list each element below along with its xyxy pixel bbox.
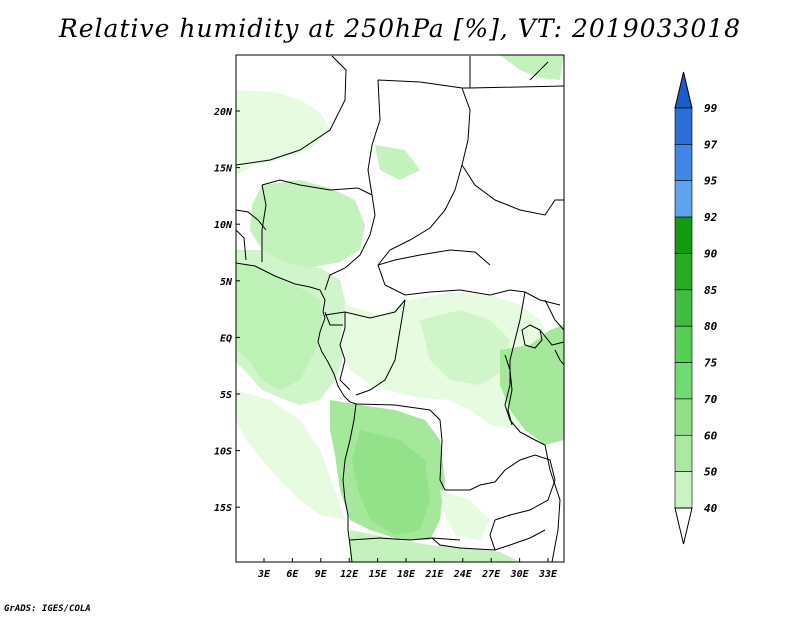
- border-sudan-south: [461, 164, 564, 216]
- colorbar-segment: [674, 107, 693, 145]
- border-libya-chad: [377, 79, 471, 166]
- colorbar-segment: [674, 325, 693, 363]
- colorbar-label: 99: [704, 102, 718, 115]
- border-cameroon-gabon: [324, 299, 406, 319]
- colorbar-label: 92: [704, 211, 718, 224]
- colorbar-label: 60: [704, 429, 718, 442]
- lon-tick-label: 9E: [315, 569, 328, 580]
- colorbar-segment: [674, 434, 693, 472]
- border-south-mozambique: [544, 444, 561, 563]
- colorbar-segment: [674, 471, 693, 509]
- colorbar-label: 90: [704, 247, 718, 260]
- coastline-west-africa: [235, 262, 357, 405]
- colorbar-segment: [674, 289, 693, 327]
- border-nigeria-east: [324, 194, 376, 291]
- lat-tick-label: 10N: [214, 220, 233, 231]
- humidity-region-congo-inner: [420, 310, 510, 385]
- border-congo-gabon: [339, 312, 351, 391]
- lon-tick-label: 3E: [257, 569, 271, 580]
- chart-title: Relative humidity at 250hPa [%], VT: 201…: [58, 14, 742, 43]
- lon-tick-label: 18E: [397, 569, 416, 580]
- border-zambia-south: [489, 519, 496, 551]
- latitude-axis: 20N 15N 10N 5N EQ 5S 10S 15S: [213, 107, 240, 514]
- border-drc-east: [504, 291, 546, 446]
- colorbar: 99 97 95 92 90 85 80 75 70 60 50 40: [674, 71, 718, 545]
- colorbar-label: 80: [704, 320, 718, 333]
- colorbar-segment: [674, 144, 693, 182]
- humidity-region-south: [350, 530, 520, 562]
- lon-tick-label: 33E: [538, 569, 558, 580]
- colorbar-label: 75: [704, 357, 718, 370]
- border-zambia: [494, 454, 556, 521]
- country-borders: [235, 55, 565, 563]
- humidity-region-nigeria: [250, 180, 365, 268]
- colorbar-label: 97: [704, 138, 718, 151]
- lon-tick-label: 12E: [340, 569, 359, 580]
- lon-tick-label: 27E: [481, 569, 501, 580]
- lon-tick-label: 24E: [453, 569, 473, 580]
- border-nigeria-north: [261, 179, 373, 196]
- colorbar-label: 85: [704, 284, 718, 297]
- lat-tick-label: 10S: [214, 447, 232, 458]
- colorbar-top-cap: [674, 71, 693, 109]
- border-chad-west: [367, 79, 381, 196]
- border-sudan: [462, 56, 565, 89]
- lat-tick-label: 5S: [220, 390, 232, 401]
- border-niger-north: [235, 55, 347, 166]
- coastline-southwest: [342, 403, 357, 563]
- border-lake-outline: [504, 354, 513, 426]
- colorbar-bottom-cap: [674, 507, 693, 545]
- border-drc-angola: [355, 403, 496, 491]
- humidity-region-sahel: [375, 145, 420, 180]
- border-congo-drc: [355, 299, 406, 396]
- colorbar-label: 50: [704, 466, 718, 479]
- colorbar-segment: [674, 180, 693, 218]
- border-chad-east: [377, 164, 463, 266]
- lat-tick-label: 20N: [213, 107, 233, 118]
- humidity-region-southwest: [236, 390, 345, 520]
- lon-tick-label: 30E: [510, 569, 530, 580]
- border-north-east: [529, 61, 549, 81]
- humidity-region-southeast: [440, 490, 490, 540]
- humidity-region-east: [500, 325, 564, 445]
- humidity-region-angola-core: [352, 430, 430, 535]
- map-frame: [235, 54, 565, 563]
- border-angola-namibia: [349, 537, 461, 541]
- colorbar-label: 95: [704, 175, 718, 188]
- humidity-shading: [236, 55, 564, 562]
- border-equatorial: [324, 311, 343, 326]
- colorbar-segment: [674, 216, 693, 254]
- longitude-axis: 3E 6E 9E 12E 15E 18E 21E 24E 27E 30E 33E: [257, 558, 558, 580]
- colorbar-label: 40: [704, 502, 718, 515]
- border-east-kenya: [539, 299, 565, 346]
- lon-tick-label: 15E: [369, 569, 388, 580]
- lake-victoria: [521, 324, 543, 349]
- border-car-north: [377, 249, 491, 266]
- border-west-guinea: [235, 209, 267, 261]
- humidity-region-top: [440, 55, 564, 80]
- colorbar-segment: [674, 253, 693, 291]
- lon-tick-label: 6E: [286, 569, 299, 580]
- lat-tick-label: EQ: [220, 333, 232, 344]
- lat-tick-label: 5N: [220, 277, 233, 288]
- colorbar-segment: [674, 362, 693, 400]
- colorbar-segment: [674, 398, 693, 436]
- lat-tick-label: 15S: [214, 503, 232, 514]
- border-nigeria-west: [261, 184, 267, 262]
- lon-tick-label: 21E: [424, 569, 444, 580]
- colorbar-label: 70: [704, 393, 718, 406]
- humidity-region-north: [236, 90, 330, 175]
- coastline-east-africa: [554, 349, 565, 366]
- humidity-region-west-africa-outer: [236, 250, 345, 405]
- footer-credit: GrADS: IGES/COLA: [4, 604, 91, 614]
- border-car-south: [377, 264, 561, 306]
- lat-tick-label: 15N: [214, 164, 233, 175]
